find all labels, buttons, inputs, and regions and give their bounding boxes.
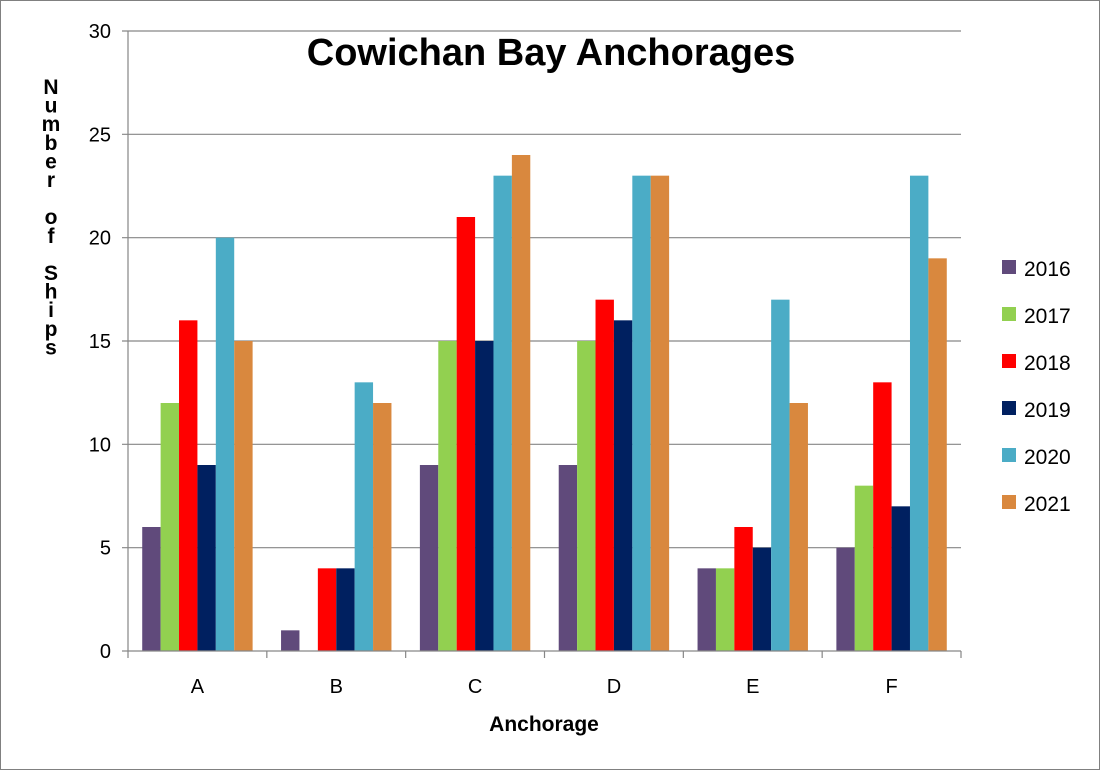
bar-E-2016 (697, 568, 716, 651)
legend: 2016 2017 2018 2019 2020 2021 (1002, 258, 1071, 516)
bar-E-2019 (752, 547, 772, 651)
y-axis-title-letter: f (48, 225, 56, 248)
legend-label-2018: 2018 (1024, 352, 1071, 375)
y-axis-title-letter: b (45, 132, 58, 155)
y-tick-label: 10 (89, 434, 111, 456)
y-axis-title-letter: m (42, 113, 61, 136)
y-tick-labels: 0 5 10 15 20 25 30 (89, 21, 111, 663)
bar-E-2020 (771, 299, 790, 651)
y-axis-title-letter: s (45, 336, 57, 359)
x-tick-label-D: D (607, 676, 621, 698)
bar-D-2019 (613, 320, 633, 651)
x-tick-label-C: C (468, 676, 482, 698)
bar-B-2016 (281, 630, 300, 651)
y-axis-title-letter: u (45, 95, 58, 118)
x-tick-label-E: E (746, 676, 759, 698)
bar-C-2016 (419, 465, 439, 651)
x-tick-labels: A B C D E F (191, 676, 898, 698)
y-tick-label: 15 (89, 331, 111, 353)
bar-F-2017 (854, 485, 874, 651)
y-axis-title-letter: e (45, 150, 57, 173)
bar-A-2021 (234, 341, 253, 651)
legend-label-2021: 2021 (1024, 493, 1071, 516)
bar-A-2018 (179, 320, 198, 651)
y-axis-title-letter: S (44, 262, 58, 285)
bar-B-2018 (317, 568, 337, 651)
legend-swatch-2018 (1002, 354, 1016, 368)
bar-D-2017 (577, 341, 596, 651)
x-tick-label-B: B (330, 676, 343, 698)
y-axis-title-letter: o (45, 206, 58, 229)
legend-swatch-2017 (1002, 307, 1016, 321)
bar-C-2021 (511, 155, 531, 651)
bar-F-2016 (836, 547, 855, 651)
chart-title: Cowichan Bay Anchorages (307, 32, 796, 74)
x-tick-label-F: F (885, 676, 897, 698)
legend-label-2020: 2020 (1024, 446, 1071, 469)
y-axis-title-letter: N (43, 76, 58, 99)
y-tick-label: 30 (89, 21, 111, 43)
legend-label-2017: 2017 (1024, 305, 1071, 328)
bar-C-2019 (475, 341, 494, 651)
bar-B-2020 (354, 382, 374, 651)
bar-F-2021 (928, 258, 947, 651)
y-tick-label: 25 (89, 124, 111, 146)
bar-E-2018 (734, 527, 753, 651)
bars (142, 155, 947, 651)
axes (122, 31, 962, 658)
bar-E-2017 (715, 568, 735, 651)
bar-B-2021 (373, 403, 392, 651)
y-axis-title-letter: p (45, 318, 58, 341)
bar-D-2018 (595, 299, 614, 651)
legend-label-2019: 2019 (1024, 399, 1071, 422)
legend-label-2016: 2016 (1024, 258, 1071, 281)
y-tick-label: 5 (100, 538, 111, 560)
bar-F-2018 (873, 382, 892, 651)
y-tick-label: 0 (100, 641, 111, 663)
y-axis-title-letter: r (47, 169, 55, 192)
y-axis-title-letter: i (48, 299, 54, 322)
bar-E-2021 (789, 403, 808, 651)
bar-D-2016 (558, 465, 578, 651)
legend-swatch-2019 (1002, 401, 1016, 415)
legend-swatch-2016 (1002, 260, 1016, 274)
bar-A-2017 (160, 403, 180, 651)
legend-swatch-2020 (1002, 448, 1016, 462)
bar-C-2017 (438, 341, 457, 651)
bar-C-2020 (493, 175, 512, 651)
bar-D-2020 (632, 175, 651, 651)
bar-A-2020 (215, 237, 235, 651)
bar-A-2016 (142, 527, 161, 651)
x-tick-label-A: A (191, 676, 205, 698)
x-axis-title: Anchorage (489, 713, 599, 736)
legend-swatch-2021 (1002, 495, 1016, 509)
gridlines (122, 30, 961, 549)
bar-D-2021 (650, 175, 670, 651)
bar-A-2019 (197, 465, 216, 651)
bar-F-2019 (891, 506, 910, 651)
bar-F-2020 (909, 175, 929, 651)
bar-B-2019 (336, 568, 355, 651)
y-axis-title-letter: h (45, 281, 58, 304)
bar-C-2018 (456, 217, 476, 651)
y-tick-label: 20 (89, 228, 111, 250)
